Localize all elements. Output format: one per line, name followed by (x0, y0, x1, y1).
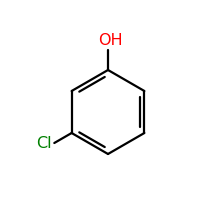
Text: OH: OH (98, 33, 122, 48)
Text: Cl: Cl (36, 136, 52, 150)
